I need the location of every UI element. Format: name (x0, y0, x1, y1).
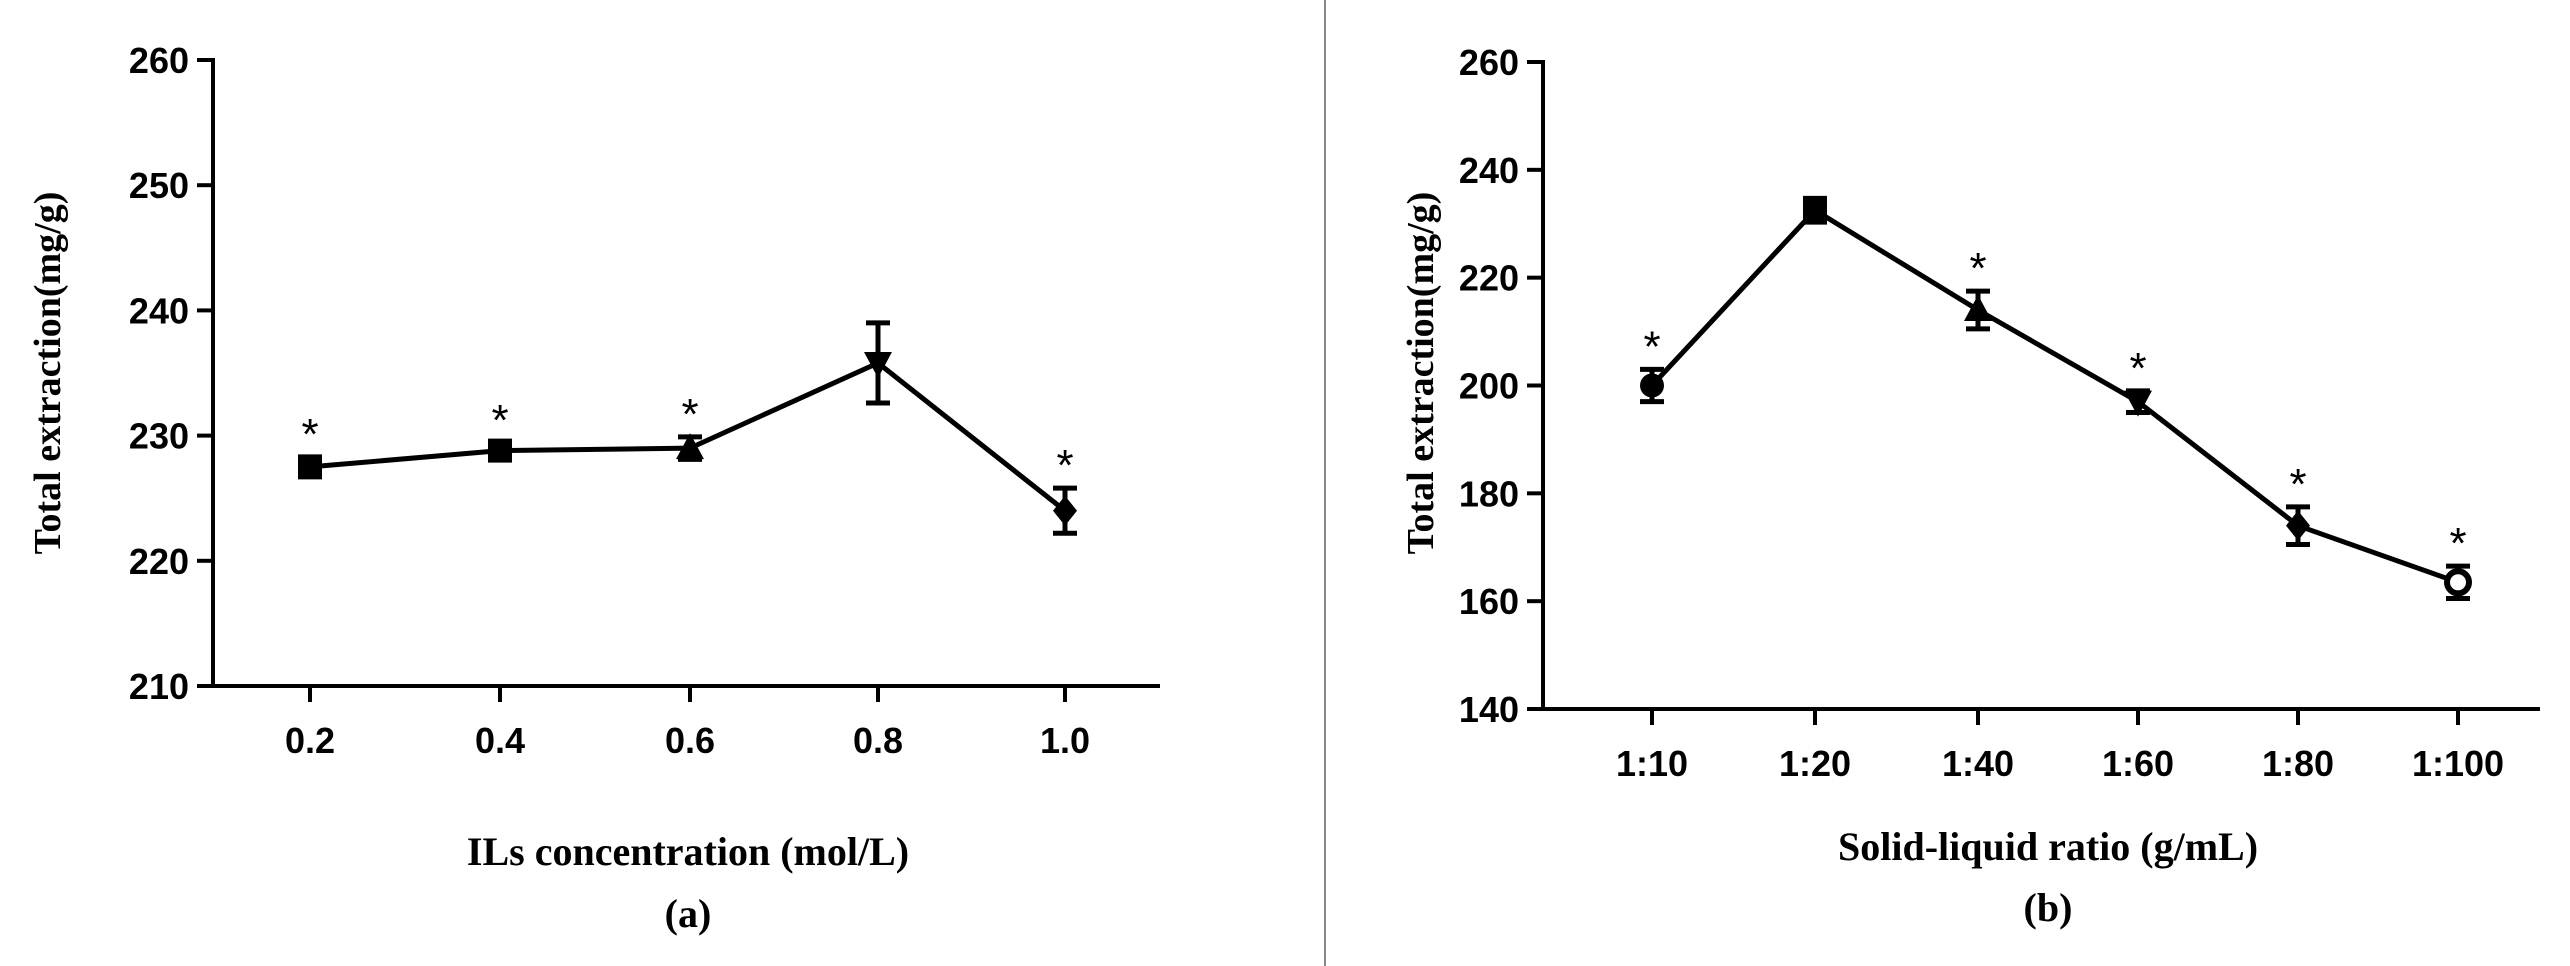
x-tick-label: 0.8 (853, 720, 903, 761)
y-tick-label: 240 (1459, 150, 1519, 191)
y-tick-label: 210 (129, 666, 189, 707)
y-tick-label: 160 (1459, 581, 1519, 622)
x-tick-label: 1:60 (2102, 743, 2174, 784)
data-point-marker (1053, 495, 1077, 526)
x-tick-label: 1:10 (1616, 743, 1688, 784)
chart-panel-a: 210 220 230 240 250 260 0.2 0.4 0.6 0.8 1.0 * * * * Tot… (27, 40, 1160, 936)
data-point-marker (864, 351, 892, 378)
significance-star: * (1056, 441, 1073, 490)
y-tick-label: 260 (129, 40, 189, 81)
y-tick-label: 200 (1459, 366, 1519, 407)
x-tick-label: 1.0 (1040, 720, 1090, 761)
y-tick-label: 250 (129, 165, 189, 206)
significance-star: * (2289, 460, 2306, 509)
data-point-marker (1803, 198, 1827, 223)
chart-panel-b: 140 160 180 200 220 240 260 1:10 1:20 1:40 1:60 1:8… (1400, 42, 2540, 930)
significance-star: * (2449, 519, 2466, 568)
y-tick-label: 220 (129, 541, 189, 582)
x-tick-label: 1:100 (2412, 743, 2504, 784)
y-tick-label: 220 (1459, 258, 1519, 299)
x-axis-title: ILs concentration (mol/L) (467, 829, 909, 874)
significance-star: * (681, 390, 698, 439)
data-point-marker (1640, 373, 1664, 398)
x-tick-label: 0.4 (475, 720, 525, 761)
series-line (1650, 207, 2459, 585)
significance-star: * (1643, 322, 1660, 371)
significance-star: * (301, 410, 318, 459)
x-tick-label: 0.6 (665, 720, 715, 761)
data-point-marker (488, 438, 512, 463)
x-axis-title: Solid-liquid ratio (g/mL) (1838, 824, 2258, 869)
significance-star: * (2129, 344, 2146, 393)
panel-label: (a) (665, 891, 712, 936)
data-point-marker (676, 433, 704, 460)
y-tick-label: 180 (1459, 473, 1519, 514)
significance-star: * (1969, 244, 1986, 293)
y-axis-title: Total extraction(mg/g) (27, 192, 69, 555)
x-tick-label: 1:80 (2262, 743, 2334, 784)
data-point-marker (2124, 390, 2152, 417)
y-tick-label: 140 (1459, 689, 1519, 730)
y-tick-label: 260 (1459, 42, 1519, 83)
data-point-marker (2444, 568, 2472, 597)
y-axis-title: Total extraction(mg/g) (1400, 192, 1442, 555)
y-tick-label: 240 (129, 290, 189, 331)
data-point-marker (298, 454, 322, 479)
data-point-marker (2286, 510, 2310, 541)
x-tick-label: 1:40 (1942, 743, 2014, 784)
significance-star: * (491, 396, 508, 445)
y-tick-label: 230 (129, 416, 189, 457)
x-tick-label: 1:20 (1779, 743, 1851, 784)
x-tick-label: 0.2 (285, 720, 335, 761)
data-point-marker (1964, 295, 1992, 322)
panel-label: (b) (2024, 885, 2073, 930)
